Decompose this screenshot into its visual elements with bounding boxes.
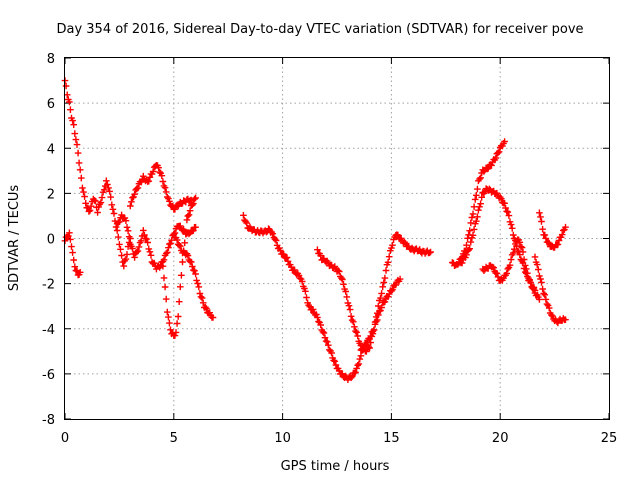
y-tick-label: -6: [42, 368, 55, 383]
x-tick-label: 0: [61, 431, 69, 446]
y-tick-label: -2: [42, 278, 55, 293]
y-tick-label: 6: [47, 97, 55, 112]
data-series-sat-d: [127, 162, 195, 213]
data-series-sat-l: [479, 236, 539, 294]
x-tick-label: 10: [274, 431, 291, 446]
axis-ticks: 0 5 10 15 20 25 -8 -6 -4 -2 0 2 4 6 8: [42, 52, 617, 446]
data-series-sat-i: [357, 275, 404, 354]
y-tick-label: -4: [42, 323, 55, 338]
y-tick-label: -8: [42, 413, 55, 428]
data-series-sat-m: [536, 209, 569, 251]
data-series-sat-h: [314, 231, 434, 355]
y-tick-label: 2: [47, 187, 55, 202]
plot-frame: [64, 57, 610, 420]
x-tick-label: 15: [383, 431, 400, 446]
data-series-sat-n: [531, 253, 569, 327]
data-series-sat-f: [170, 230, 217, 321]
x-tick-label: 20: [492, 431, 509, 446]
y-tick-label: 8: [47, 52, 55, 67]
data-series-sat-g: [240, 212, 365, 383]
data-series-sat-e: [159, 194, 199, 339]
data-series-sat-j: [449, 138, 508, 269]
chart-title: Day 354 of 2016, Sidereal Day-to-day VTE…: [56, 22, 583, 37]
x-axis-label: GPS time / hours: [281, 459, 390, 474]
grid-lines: [65, 58, 609, 419]
y-axis-label: SDTVAR / TECUs: [7, 185, 22, 292]
y-tick-label: 0: [47, 233, 55, 248]
x-tick-label: 25: [601, 431, 618, 446]
x-tick-label: 5: [170, 431, 178, 446]
y-tick-label: 4: [47, 142, 55, 157]
plot-area: [61, 77, 569, 383]
data-series-sat-a: [61, 77, 134, 270]
